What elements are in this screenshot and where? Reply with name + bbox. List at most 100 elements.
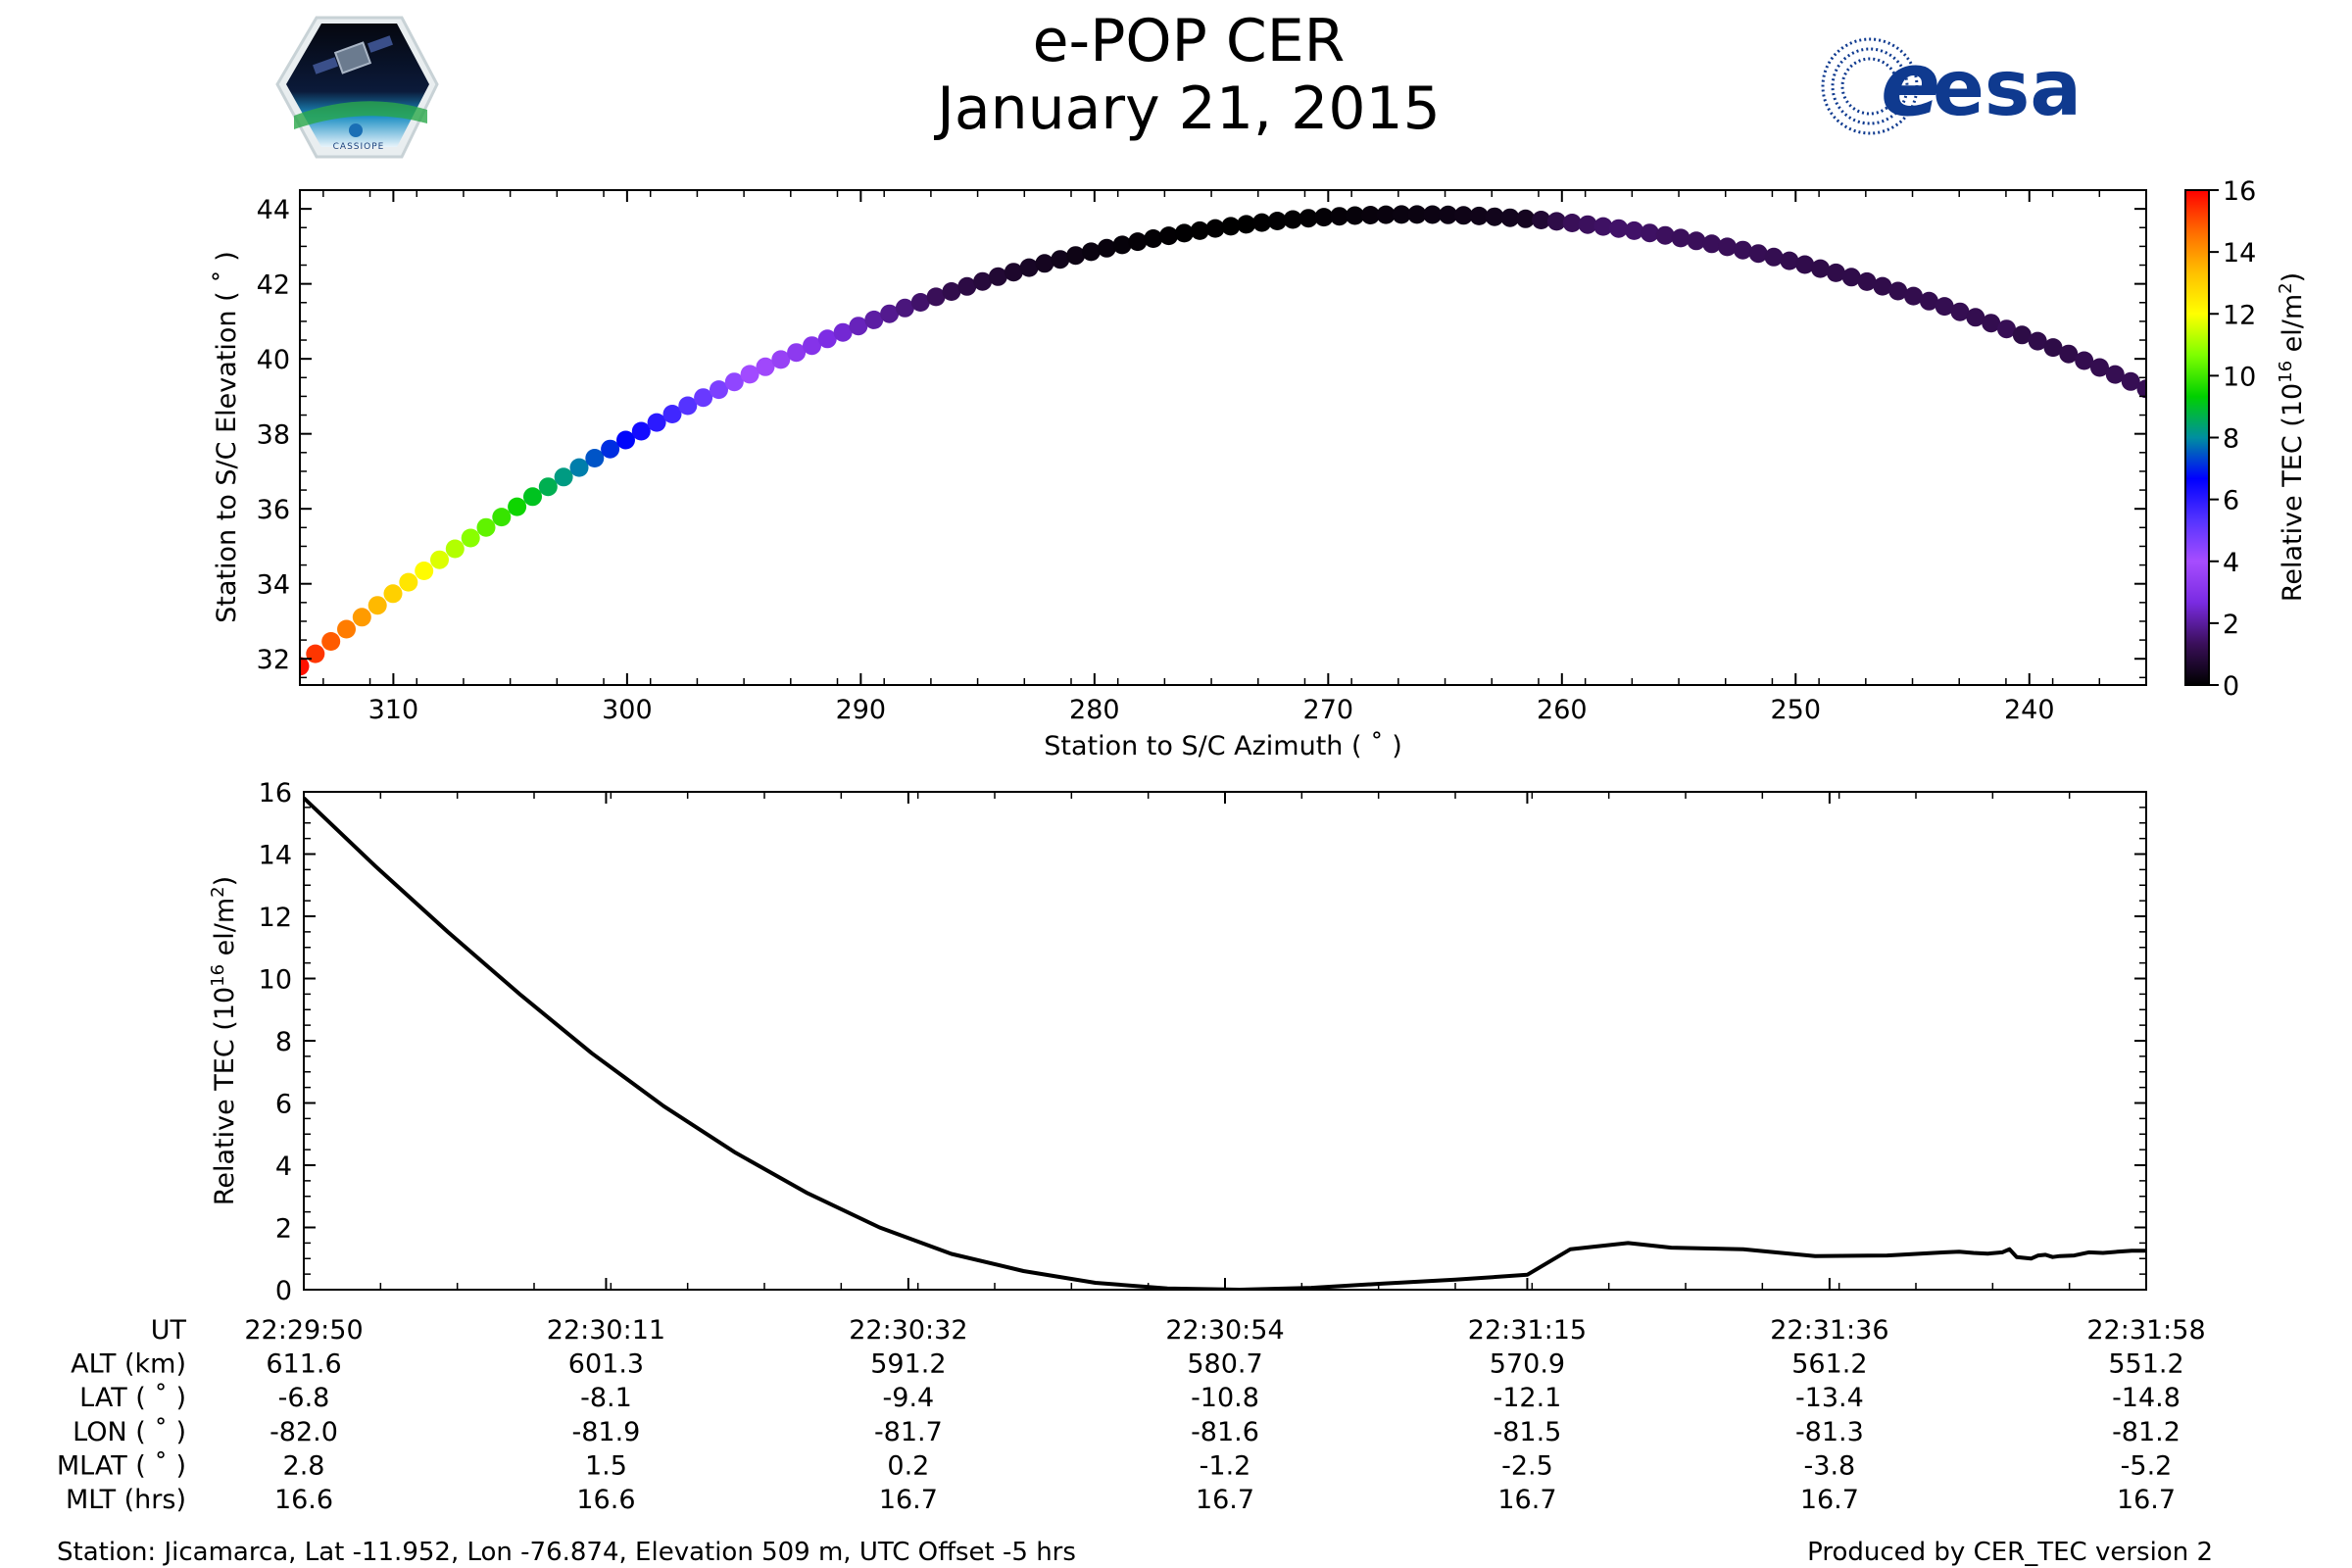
- table-cell: 561.2: [1791, 1349, 1867, 1380]
- trajectory-point: [2043, 338, 2063, 358]
- top-y-tick-label: 38: [257, 420, 290, 451]
- trajectory-point: [1346, 206, 1365, 225]
- trajectory-point: [724, 372, 744, 392]
- top-y-tick-label: 40: [257, 345, 290, 375]
- table-cell: -82.0: [270, 1417, 338, 1447]
- trajectory-point: [787, 343, 807, 363]
- colorbar-tick-label: 6: [2223, 486, 2239, 516]
- trajectory-point: [1655, 225, 1675, 245]
- trajectory-point: [1252, 213, 1272, 232]
- table-cell: -14.8: [2112, 1383, 2180, 1413]
- svg-text:e: e: [1881, 33, 1940, 136]
- bottom-y-tick-label: 10: [259, 965, 292, 996]
- trajectory-point: [1453, 206, 1473, 225]
- trajectory-point: [1314, 208, 1334, 227]
- trajectory-point: [2028, 331, 2047, 351]
- trajectory-point: [1687, 231, 1706, 251]
- bottom-plot-frame: [303, 791, 2147, 1291]
- trajectory-point: [306, 644, 325, 663]
- colorbar-label: Relative TEC (1016 el/m2): [2276, 272, 2308, 602]
- trajectory-point: [988, 267, 1007, 286]
- bottom-axis-ticks: 0 2 4 6 8 10 12 14 16: [259, 778, 2147, 1306]
- cassiope-logo-text: CASSIOPE: [333, 142, 385, 152]
- trajectory-point: [849, 317, 868, 336]
- esa-logo-text: esa: [1933, 45, 2082, 133]
- table-cell: 16.7: [1497, 1485, 1556, 1515]
- trajectory-point: [461, 528, 480, 548]
- trajectory-point: [1439, 205, 1458, 224]
- table-cell: 22:31:58: [2086, 1315, 2205, 1346]
- trajectory-point: [710, 380, 728, 400]
- table-cell: -6.8: [278, 1383, 330, 1413]
- trajectory-point: [1718, 237, 1737, 257]
- table-cell: -81.9: [572, 1417, 641, 1447]
- trajectory-point: [678, 396, 698, 416]
- top-x-tick-label: 240: [2004, 695, 2055, 725]
- trajectory-point: [1500, 208, 1520, 227]
- trajectory-point: [771, 350, 791, 369]
- trajectory-point: [833, 322, 853, 342]
- table-cell: -3.8: [1804, 1450, 1856, 1481]
- table-cell: 22:30:54: [1165, 1315, 1284, 1346]
- trajectory-point: [1237, 215, 1256, 234]
- colorbar-tick-label: 16: [2223, 176, 2256, 207]
- table-cell: -81.2: [2112, 1417, 2180, 1447]
- table-cell: 2.8: [283, 1450, 325, 1481]
- trajectory-point: [1888, 281, 1908, 301]
- trajectory-point: [585, 449, 605, 467]
- colorbar-tick-label: 8: [2223, 424, 2239, 455]
- table-cell: 1.5: [585, 1450, 627, 1481]
- trajectory-point: [1407, 205, 1427, 224]
- table-cell: 570.9: [1490, 1349, 1565, 1380]
- trajectory-point: [803, 336, 821, 356]
- table-cell: -81.5: [1494, 1417, 1562, 1447]
- colorbar-tick-label: 0: [2223, 671, 2239, 702]
- trajectory-point: [1423, 205, 1443, 224]
- table-cell: 16.6: [274, 1485, 333, 1515]
- trajectory-point: [817, 329, 837, 349]
- trajectory-point: [1546, 212, 1566, 231]
- trajectory-point: [1578, 215, 1597, 234]
- table-cell: -8.1: [580, 1383, 632, 1413]
- trajectory-point: [662, 405, 682, 423]
- table-row-label: ALT (km): [71, 1349, 186, 1380]
- table-cell: -5.2: [2121, 1450, 2173, 1481]
- trajectory-point: [1841, 268, 1861, 287]
- top-x-tick-label: 310: [368, 695, 419, 725]
- trajectory-point: [1267, 212, 1287, 230]
- table-cell: -81.7: [874, 1417, 943, 1447]
- top-x-tick-label: 270: [1303, 695, 1354, 725]
- trajectory-point: [1190, 220, 1209, 240]
- table-cell: 0.2: [887, 1450, 929, 1481]
- table-cell: -81.6: [1191, 1417, 1259, 1447]
- trajectory-point: [1857, 271, 1877, 291]
- table-cell: 16.7: [879, 1485, 938, 1515]
- trajectory-point: [1128, 232, 1148, 252]
- trajectory-point: [910, 293, 930, 312]
- trajectory-point: [1609, 219, 1629, 238]
- table-cell: -13.4: [1795, 1383, 1864, 1413]
- tec-line-chart: 0 2 4 6 8 10 12 14 16 Relative TEC (1016 el/m2): [208, 778, 2147, 1306]
- trajectory-point: [2121, 371, 2140, 391]
- colorbar-tick-label: 2: [2223, 610, 2239, 640]
- trajectory-point: [1019, 258, 1039, 277]
- trajectory-point: [1919, 291, 1938, 311]
- trajectory-point: [1004, 263, 1023, 282]
- trajectory-point: [415, 562, 434, 580]
- bottom-y-tick-label: 4: [275, 1152, 292, 1182]
- trajectory-point: [1935, 297, 1954, 317]
- trajectory-point: [1051, 250, 1070, 270]
- trajectory-point: [1205, 219, 1225, 238]
- trajectory-point: [601, 439, 620, 459]
- trajectory-point: [492, 508, 512, 527]
- trajectory-point: [1081, 242, 1101, 262]
- trajectory-point: [926, 287, 946, 307]
- trajectory-point: [368, 596, 387, 615]
- trajectory-point: [1625, 220, 1643, 240]
- table-row-label: MLT (hrs): [66, 1485, 186, 1515]
- trajectory-point: [1950, 302, 1970, 321]
- trajectory-point: [1562, 214, 1582, 232]
- bottom-y-tick-label: 0: [275, 1276, 292, 1306]
- trajectory-point: [616, 430, 635, 450]
- tec-series-line: [304, 796, 2146, 1290]
